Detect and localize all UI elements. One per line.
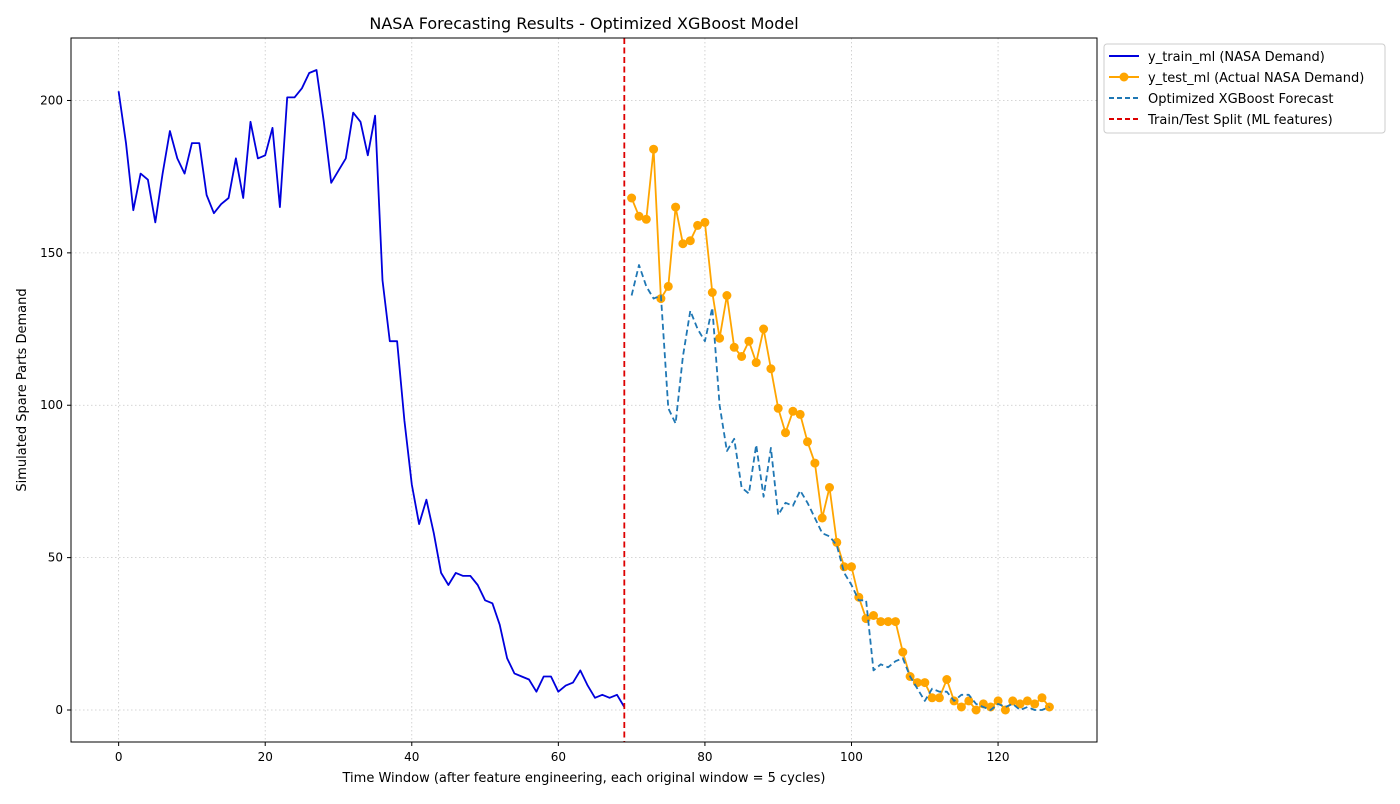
series-marker-1 xyxy=(839,562,849,572)
series-marker-1 xyxy=(1030,699,1040,709)
series-marker-1 xyxy=(788,406,798,416)
series-marker-1 xyxy=(920,678,930,688)
series-marker-1 xyxy=(810,458,820,468)
series-marker-1 xyxy=(883,617,893,627)
series-marker-1 xyxy=(707,288,717,297)
series-line-2 xyxy=(630,264,1050,711)
series-marker-1 xyxy=(956,702,966,712)
series-marker-1 xyxy=(700,217,710,227)
series-marker-1 xyxy=(1000,705,1010,715)
series-marker-1 xyxy=(971,705,981,715)
x-tick-label: 40 xyxy=(404,750,419,764)
series-marker-1 xyxy=(693,220,703,230)
legend: y_train_ml (NASA Demand) y_test_ml (Actu… xyxy=(1103,43,1386,134)
series-marker-1 xyxy=(1037,693,1047,703)
legend-frame xyxy=(1103,43,1386,134)
series-marker-1 xyxy=(832,537,842,547)
series-marker-1 xyxy=(751,358,761,368)
chart-title: NASA Forecasting Results - Optimized XGB… xyxy=(369,14,798,33)
series-marker-1 xyxy=(993,696,1003,706)
plot-frame xyxy=(70,37,1098,743)
legend-label-forecast: Optimized XGBoost Forecast xyxy=(1148,92,1334,107)
y-tick-label: 50 xyxy=(48,551,63,565)
x-tick-label: 100 xyxy=(840,750,863,764)
series-marker-1 xyxy=(773,403,783,413)
series-marker-1 xyxy=(1015,699,1025,709)
series-marker-1 xyxy=(627,193,637,203)
series-marker-1 xyxy=(678,239,688,249)
series-marker-1 xyxy=(766,364,776,374)
series-marker-1 xyxy=(634,211,644,221)
series-marker-1 xyxy=(942,675,952,684)
y-tick-label: 200 xyxy=(40,93,63,107)
series-marker-1 xyxy=(964,696,974,706)
x-tick-label: 20 xyxy=(258,750,273,764)
y-tick-label: 100 xyxy=(40,398,63,412)
series-marker-1 xyxy=(847,562,856,572)
series-marker-1 xyxy=(825,483,834,492)
series-marker-1 xyxy=(876,617,886,627)
series-marker-1 xyxy=(715,333,725,343)
series-marker-1 xyxy=(685,236,695,246)
series-marker-1 xyxy=(744,336,754,346)
series-line-0 xyxy=(117,69,626,708)
series-marker-1 xyxy=(722,291,732,300)
x-tick-label: 0 xyxy=(115,750,123,764)
legend-label-test: y_test_ml (Actual NASA Demand) xyxy=(1148,71,1364,86)
series-marker-1 xyxy=(729,342,739,352)
x-axis-label: Time Window (after feature engineering, … xyxy=(342,771,826,786)
series-marker-1 xyxy=(898,647,908,657)
tick-layer: 0 20 40 60 80 100 120 0 50 100 150 200 xyxy=(40,93,1009,764)
series-marker-1 xyxy=(759,324,769,334)
x-tick-label: 80 xyxy=(697,750,712,764)
series-marker-1 xyxy=(934,693,944,703)
series-marker-1 xyxy=(1008,696,1018,706)
y-tick-label: 150 xyxy=(40,246,63,260)
x-tick-label: 120 xyxy=(987,750,1010,764)
legend-label-train: y_train_ml (NASA Demand) xyxy=(1148,50,1325,65)
series-marker-1 xyxy=(891,617,900,627)
grid-layer xyxy=(71,38,1097,742)
series-marker-1 xyxy=(671,202,681,212)
legend-label-split: Train/Test Split (ML features) xyxy=(1147,113,1333,128)
series-marker-1 xyxy=(737,352,747,361)
series-marker-1 xyxy=(649,144,659,154)
legend-marker-test xyxy=(1119,72,1129,82)
series-marker-1 xyxy=(641,214,651,224)
series-marker-1 xyxy=(795,409,805,419)
series-marker-1 xyxy=(817,513,827,523)
y-tick-label: 0 xyxy=(55,703,63,717)
series-marker-1 xyxy=(927,693,937,703)
x-tick-label: 60 xyxy=(551,750,566,764)
series-marker-1 xyxy=(869,611,878,620)
series-layer xyxy=(117,38,1054,742)
series-marker-1 xyxy=(803,437,812,447)
series-marker-1 xyxy=(781,428,790,438)
series-marker-1 xyxy=(663,281,673,291)
series-marker-1 xyxy=(1022,696,1032,706)
y-axis-label: Simulated Spare Parts Demand xyxy=(15,288,30,491)
